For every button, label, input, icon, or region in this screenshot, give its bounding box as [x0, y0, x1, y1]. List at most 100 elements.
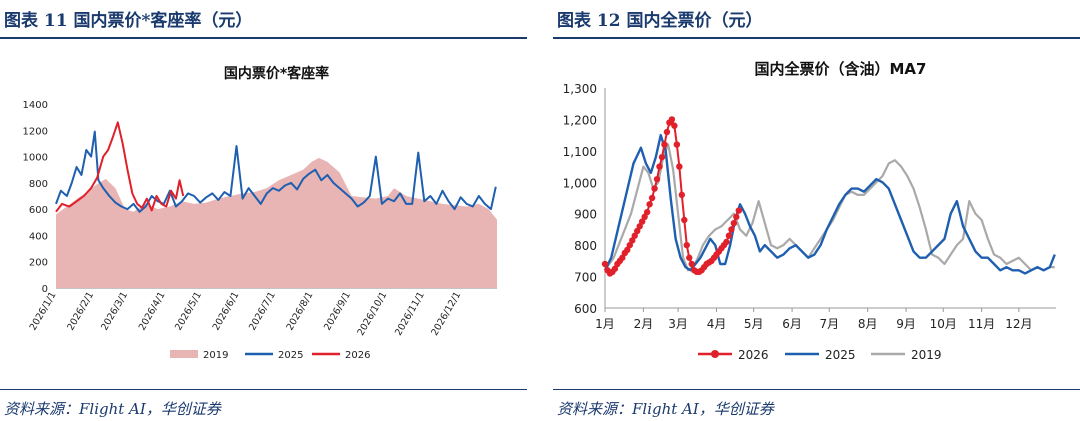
title-rule	[0, 37, 527, 39]
series-2026-point	[661, 141, 668, 148]
chart-title: 国内票价*客座率	[224, 65, 329, 82]
series-2026-point	[725, 232, 733, 239]
series-2026-point	[728, 226, 735, 233]
legend-swatch	[170, 350, 198, 358]
series-2026-line	[55, 121, 185, 213]
x-tick-label: 7月	[819, 317, 839, 331]
figure-title: 图表 12 国内全票价（元）	[557, 11, 763, 31]
chart-title: 国内全票价（含油）MA7	[755, 60, 927, 78]
series-2026-point	[638, 218, 646, 225]
series-2026-point	[688, 260, 695, 268]
series-2026-point	[653, 175, 661, 183]
source-rule	[0, 389, 527, 390]
load-factor-fare-chart: 国内票价*客座率 0 200 400 600 800 1000 1200 1400 2026/1/…	[23, 65, 497, 361]
figure-title: 图表 11 国内票价*客座率（元）	[4, 11, 253, 31]
figure-11-panel: 图表 11 国内票价*客座率（元） 国内票价*客座率 0 200 400 600 800 1…	[0, 0, 527, 421]
source-note: 资料来源：Flight AI，华创证券	[4, 400, 221, 418]
x-tick-label: 2026/2/1	[65, 290, 96, 332]
series-2026-point	[668, 116, 676, 123]
series-2026-point	[678, 191, 686, 199]
x-tick-label: 2026/11/1	[393, 290, 427, 338]
x-tick-label: 2月	[634, 317, 654, 331]
x-tick-label: 8月	[858, 317, 878, 331]
y-tick-label: 800	[574, 239, 597, 253]
series-2019-area	[56, 157, 497, 288]
legend-label: 2019	[911, 348, 942, 362]
x-tick-label: 2026/10/1	[355, 290, 389, 338]
legend-marker	[711, 350, 719, 358]
series-2026-point	[683, 241, 690, 249]
series-2026-point	[646, 201, 653, 208]
y-tick-label: 0	[42, 284, 48, 295]
x-tick-label: 2026/6/1	[211, 290, 242, 332]
y-tick-label: 1400	[23, 100, 48, 111]
x-tick-label: 10月	[930, 317, 957, 331]
x-tick-label: 9月	[896, 317, 916, 331]
series-2026-point	[733, 213, 740, 221]
series-2026-point	[643, 208, 651, 216]
series-2026-point	[681, 216, 688, 224]
x-tick-label: 1月	[595, 317, 615, 331]
y-tick-label: 1200	[23, 126, 48, 137]
y-tick-label: 900	[574, 208, 597, 222]
series-2025-line	[55, 130, 497, 213]
series-2026-point	[648, 194, 656, 202]
legend-label: 2026	[738, 348, 769, 362]
x-tick-label: 5月	[744, 317, 764, 331]
series-2026-point	[735, 207, 743, 214]
series-2026-point	[631, 232, 638, 239]
legend-label: 2026	[345, 350, 370, 361]
series-2026-point	[676, 163, 683, 170]
y-tick-label: 1,200	[563, 113, 597, 127]
y-tick-label: 1000	[23, 153, 48, 164]
x-tick-label: 2026/8/1	[285, 290, 316, 332]
x-tick-label: 2026/1/1	[28, 290, 59, 332]
series-2026-point	[686, 254, 693, 261]
y-tick-label: 200	[29, 258, 48, 269]
series-2026-point	[671, 122, 678, 129]
x-tick-label: 2026/9/1	[322, 290, 353, 332]
series-2026-point	[611, 265, 619, 272]
series-2026-point	[723, 238, 730, 246]
series-2026-point	[651, 185, 658, 192]
title-rule	[553, 37, 1080, 39]
figure-12-panel: 图表 12 国内全票价（元） 国内全票价（含油）MA7 600 700 800 900 1…	[553, 0, 1080, 421]
series-2026-point	[641, 213, 648, 221]
x-tick-label: 3月	[668, 317, 688, 331]
series-2026-point	[629, 237, 636, 244]
y-tick-label: 700	[574, 271, 597, 285]
series-2026-point	[626, 241, 633, 249]
y-tick-label: 600	[574, 302, 597, 316]
x-tick-label: 4月	[707, 317, 727, 331]
series-2026-point	[658, 153, 666, 161]
series-2026-point	[656, 163, 663, 170]
series-2026-point	[619, 254, 626, 261]
x-tick-label: 2026/7/1	[247, 290, 278, 332]
series-2026-point	[673, 141, 681, 148]
y-tick-label: 600	[29, 205, 48, 216]
series-2025-line	[603, 133, 1056, 275]
x-tick-label: 2026/3/1	[99, 290, 130, 332]
series-2026-point	[624, 246, 631, 254]
x-tick-label: 6月	[782, 317, 802, 331]
y-tick-label: 800	[29, 179, 48, 190]
series-2026-point	[730, 219, 738, 227]
source-note: 资料来源：Flight AI，华创证券	[557, 400, 774, 418]
legend-label: 2019	[203, 350, 228, 361]
x-tick-label: 2026/5/1	[173, 290, 204, 332]
x-tick-label: 2026/4/1	[137, 290, 168, 332]
series-2026-point	[663, 128, 671, 136]
x-tick-label: 11月	[968, 317, 995, 331]
source-rule	[553, 389, 1080, 390]
y-tick-label: 1,300	[563, 82, 597, 96]
y-tick-label: 1,000	[563, 176, 597, 190]
y-tick-label: 400	[29, 231, 48, 242]
legend-label: 2025	[825, 348, 856, 362]
y-tick-label: 1,100	[563, 145, 597, 159]
series-2026-point	[601, 260, 609, 268]
series-2026-point	[636, 223, 643, 230]
full-fare-ma7-chart: 国内全票价（含油）MA7 600 700 800 900 1,000 1,100 1,200 1…	[563, 60, 1056, 362]
series-2026-point	[634, 227, 641, 235]
x-tick-label: 2026/12/1	[429, 290, 463, 338]
legend-label: 2025	[278, 350, 303, 361]
